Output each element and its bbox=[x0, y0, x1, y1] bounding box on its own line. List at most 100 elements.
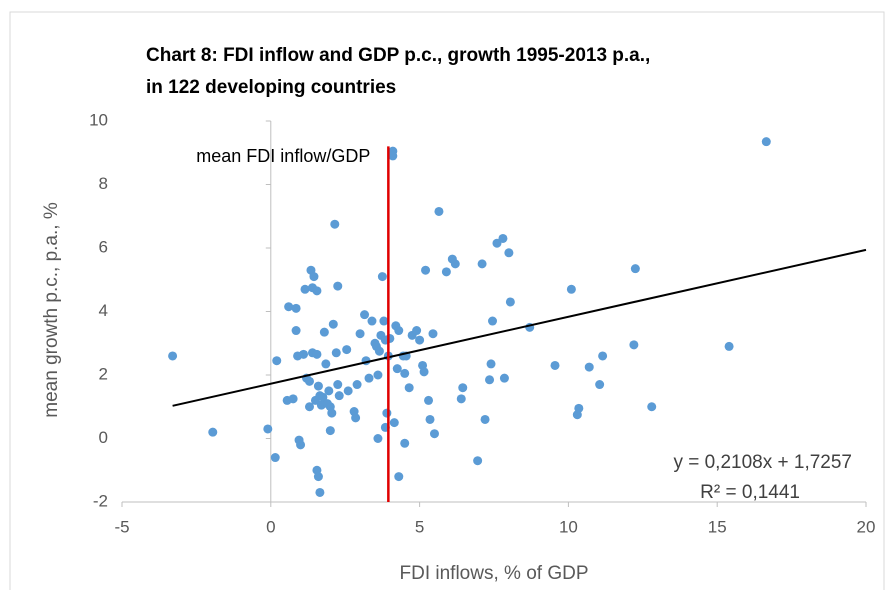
y-tick-label: 2 bbox=[99, 364, 108, 383]
data-point bbox=[598, 351, 608, 361]
data-point bbox=[488, 316, 498, 326]
data-point bbox=[382, 408, 392, 418]
data-point bbox=[291, 326, 301, 336]
y-axis-label: mean growth p.c., p.a., % bbox=[41, 202, 62, 418]
data-point bbox=[400, 438, 410, 448]
data-point bbox=[374, 346, 384, 356]
data-point bbox=[313, 472, 323, 482]
data-point bbox=[304, 402, 314, 412]
y-tick-label: -2 bbox=[93, 491, 108, 510]
data-point bbox=[327, 408, 337, 418]
data-point bbox=[421, 265, 431, 275]
data-point bbox=[309, 272, 319, 282]
x-tick-label: 10 bbox=[559, 517, 578, 536]
data-point bbox=[388, 151, 398, 161]
data-point bbox=[331, 348, 341, 358]
data-point bbox=[629, 340, 639, 350]
data-point bbox=[328, 319, 338, 329]
y-tick-label: 8 bbox=[99, 174, 108, 193]
data-point bbox=[342, 345, 352, 355]
data-point bbox=[333, 281, 343, 291]
trendline-equation: y = 0,2108x + 1,7257 bbox=[673, 452, 852, 473]
data-point bbox=[415, 335, 425, 345]
data-point bbox=[400, 368, 410, 378]
data-point bbox=[630, 264, 640, 274]
data-point bbox=[394, 472, 404, 482]
chart-frame bbox=[9, 11, 885, 595]
data-point bbox=[324, 386, 334, 396]
x-tick-label: 0 bbox=[266, 517, 275, 536]
data-point bbox=[272, 356, 282, 366]
data-point bbox=[321, 359, 331, 369]
data-point bbox=[425, 414, 435, 424]
trendline bbox=[172, 248, 867, 407]
data-point bbox=[300, 284, 310, 294]
data-point bbox=[385, 333, 395, 343]
data-point bbox=[473, 456, 483, 466]
data-point bbox=[330, 219, 340, 229]
data-point bbox=[486, 359, 496, 369]
data-point bbox=[429, 429, 439, 439]
data-point bbox=[263, 424, 273, 434]
data-point bbox=[299, 349, 309, 359]
data-point bbox=[313, 381, 323, 391]
data-point bbox=[208, 427, 218, 437]
data-point bbox=[505, 297, 515, 307]
trendline-r2: R² = 0,1441 bbox=[700, 482, 800, 503]
data-point bbox=[441, 267, 451, 277]
x-axis-label: FDI inflows, % of GDP bbox=[400, 563, 589, 584]
y-tick-label: 0 bbox=[99, 428, 108, 447]
title-line: Chart 8: FDI inflow and GDP p.c., growth… bbox=[146, 45, 650, 66]
data-point bbox=[458, 383, 468, 393]
data-point bbox=[351, 413, 361, 423]
data-point bbox=[477, 259, 487, 269]
data-point bbox=[373, 370, 383, 380]
mean-line-label: mean FDI inflow/GDP bbox=[196, 146, 370, 166]
chart-title: Chart 8: FDI inflow and GDP p.c., growth… bbox=[146, 45, 650, 98]
data-point bbox=[394, 326, 404, 336]
data-point bbox=[312, 286, 322, 296]
data-point bbox=[450, 259, 460, 269]
y-tick-label: 10 bbox=[89, 110, 108, 129]
data-point bbox=[647, 402, 657, 412]
data-point bbox=[304, 376, 314, 386]
data-point bbox=[360, 310, 370, 320]
data-point bbox=[419, 367, 429, 377]
data-point bbox=[485, 375, 495, 385]
data-point bbox=[343, 386, 353, 396]
data-point bbox=[428, 329, 438, 339]
data-point bbox=[284, 302, 294, 312]
data-point bbox=[373, 434, 383, 443]
x-tick-label: -5 bbox=[114, 517, 129, 536]
data-point bbox=[504, 248, 514, 258]
data-point bbox=[319, 327, 329, 337]
data-point bbox=[566, 284, 576, 294]
data-point bbox=[315, 487, 325, 497]
data-point bbox=[595, 380, 605, 390]
data-point bbox=[498, 233, 508, 243]
data-point bbox=[584, 362, 594, 372]
data-point bbox=[377, 272, 387, 282]
data-point bbox=[168, 351, 178, 361]
x-tick-label: 15 bbox=[708, 517, 727, 536]
x-tick-label: 20 bbox=[857, 517, 876, 536]
data-point bbox=[761, 137, 771, 147]
data-point bbox=[367, 316, 377, 326]
data-point bbox=[288, 394, 298, 404]
data-point bbox=[550, 360, 560, 370]
data-point bbox=[379, 316, 389, 326]
data-point bbox=[392, 364, 402, 374]
data-point bbox=[334, 391, 344, 401]
x-tick-label: 5 bbox=[415, 517, 424, 536]
data-point bbox=[434, 206, 444, 216]
data-point bbox=[296, 440, 306, 450]
title-line: in 122 developing countries bbox=[146, 77, 396, 98]
data-point bbox=[499, 373, 509, 383]
data-point bbox=[364, 373, 374, 383]
data-point bbox=[412, 326, 422, 336]
data-point bbox=[389, 418, 399, 428]
data-point bbox=[333, 380, 343, 390]
data-point bbox=[724, 341, 734, 351]
data-point bbox=[352, 380, 362, 390]
